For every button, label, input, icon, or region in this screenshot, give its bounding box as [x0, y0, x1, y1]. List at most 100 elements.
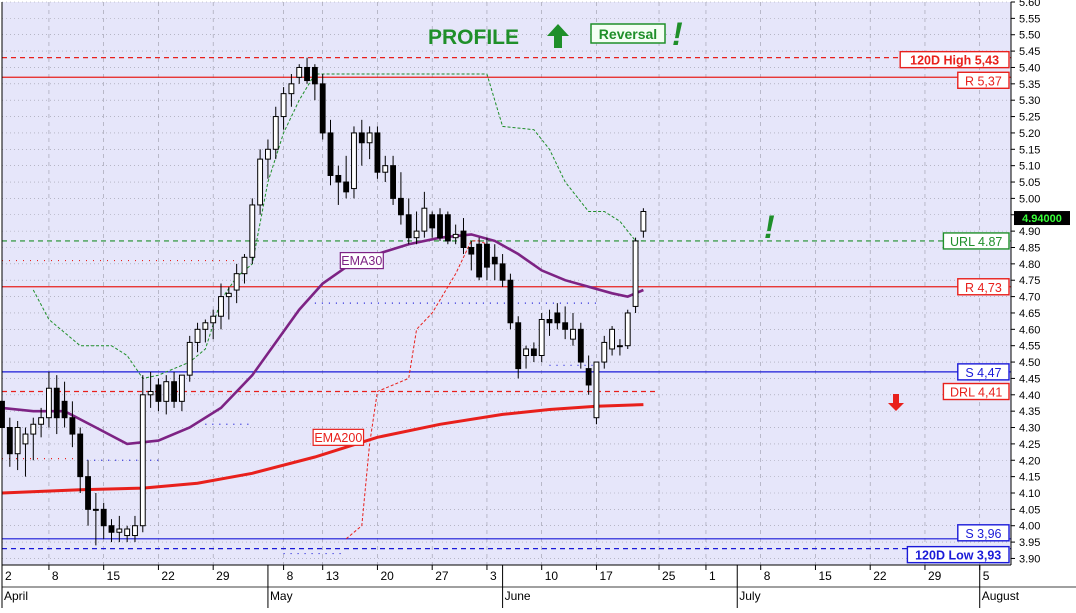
candle-body	[311, 66, 318, 85]
candle-body	[14, 427, 21, 455]
upper-stop-line	[32, 73, 644, 379]
candle-body	[108, 525, 115, 533]
candle-body	[288, 83, 295, 95]
candle-body	[624, 312, 631, 347]
header: PROFILE Reversal ! !	[428, 16, 904, 411]
x-tick-label: 2	[5, 569, 12, 583]
candle-body	[171, 381, 178, 402]
candle-body	[53, 387, 60, 419]
y-tick-label: 4.40	[1019, 390, 1040, 402]
y-tick-label: 4.10	[1019, 488, 1040, 500]
y-tick-label: 4.90	[1019, 226, 1040, 238]
x-tick-label: 22	[873, 569, 887, 583]
candle-body	[249, 204, 256, 258]
candle-body	[554, 312, 561, 324]
level-label-box	[899, 50, 1010, 69]
y-tick-label: 4.05	[1019, 504, 1040, 516]
x-tick-label: 27	[435, 569, 449, 583]
candle-body	[366, 132, 373, 144]
candle-body	[116, 528, 123, 533]
candle-body	[272, 116, 279, 150]
y-tick-label: 4.75	[1019, 275, 1040, 287]
candle-body	[562, 322, 569, 330]
candle-body	[343, 181, 350, 193]
y-tick-label: 3.90	[1019, 553, 1040, 565]
candle-body	[413, 230, 420, 239]
candle-body	[163, 381, 170, 402]
y-tick-label: 5.55	[1019, 13, 1040, 25]
candle-body	[241, 256, 248, 275]
x-tick-label: 20	[380, 569, 394, 583]
candle-body	[92, 508, 99, 511]
y-tick-label: 5.35	[1019, 79, 1040, 91]
month-label: August	[982, 589, 1020, 603]
candle-body	[570, 328, 576, 340]
level-label-box	[942, 232, 1010, 250]
x-tick-label: 29	[928, 569, 942, 583]
candle-body	[38, 417, 45, 425]
candle-body	[476, 243, 483, 278]
candle-body	[155, 384, 162, 402]
x-tick-label: 17	[599, 569, 613, 583]
x-tick-label: 15	[107, 569, 121, 583]
candle-body	[405, 214, 412, 239]
candle-body	[218, 296, 224, 317]
candle-body	[319, 83, 326, 134]
candle-body	[437, 214, 443, 239]
level-label-box	[942, 382, 1010, 401]
level-label: DRL 4,41	[950, 386, 1002, 400]
y-tick-label: 4.60	[1019, 324, 1040, 336]
candle-body	[593, 361, 600, 419]
candle-body	[124, 528, 131, 537]
candle-body	[100, 508, 107, 527]
candle-body	[30, 423, 37, 435]
y-tick-label: 4.55	[1019, 341, 1040, 353]
y-tick-label: 4.85	[1019, 242, 1040, 254]
candle-body	[538, 319, 545, 357]
x-tick-label: 3	[490, 569, 497, 583]
y-tick-label: 4.65	[1019, 308, 1040, 320]
candle-body	[22, 433, 29, 445]
level-label: 120D Low 3,93	[915, 549, 1001, 563]
candle-body	[484, 243, 490, 268]
y-tick-label: 5.40	[1019, 62, 1040, 74]
y-tick-label: 4.45	[1019, 373, 1040, 385]
last-price-label: 4.94000	[1022, 213, 1062, 225]
profile-label: PROFILE	[428, 26, 519, 49]
month-label: July	[739, 589, 760, 603]
x-tick-label: 25	[662, 569, 676, 583]
candle-body	[491, 256, 498, 265]
x-tick-label: 8	[287, 569, 294, 583]
candle-body	[178, 374, 185, 402]
x-tick-label: 15	[818, 569, 832, 583]
x-tick-label: 8	[764, 569, 771, 583]
candle-body	[194, 328, 201, 343]
levels	[2, 57, 1011, 555]
candle-body	[397, 197, 404, 216]
y-tick-label: 5.20	[1019, 128, 1040, 140]
candle-body	[280, 93, 287, 118]
level-label: R 5,37	[965, 74, 1002, 88]
exclamation-mark-right: !	[764, 209, 775, 245]
candle-body	[186, 341, 193, 376]
candle-body	[632, 240, 639, 307]
x-tick-label: 1	[709, 569, 716, 583]
y-tick-label: 4.80	[1019, 259, 1040, 271]
level-label-box	[957, 278, 1010, 296]
ema200-line	[1, 403, 644, 495]
candle-body	[132, 525, 138, 537]
lower-stop-line	[345, 240, 488, 540]
y-tick-label: 5.05	[1019, 177, 1040, 189]
candle-body	[530, 348, 537, 357]
x-tick-label: 10	[545, 569, 559, 583]
y-tick-label: 4.50	[1019, 357, 1040, 369]
y-tick-label: 4.20	[1019, 455, 1040, 467]
y-tick-label: 4.35	[1019, 406, 1040, 418]
series-label-box	[312, 428, 365, 446]
candle-body	[257, 158, 264, 206]
y-tick-label: 3.95	[1019, 537, 1040, 549]
candle-body	[296, 66, 303, 78]
arrow-up-icon	[547, 24, 569, 48]
candle-body	[210, 315, 217, 324]
